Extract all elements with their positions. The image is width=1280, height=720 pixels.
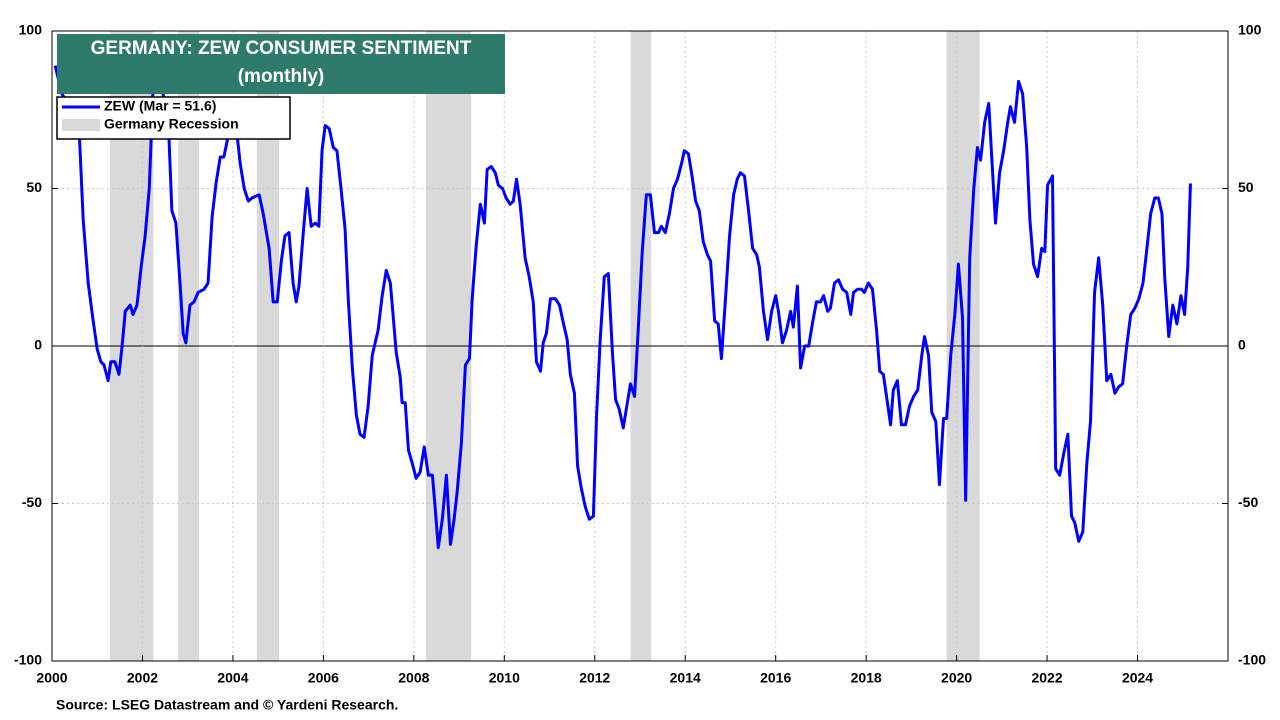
x-tick-label: 2022 — [1031, 670, 1062, 686]
legend-swatch — [62, 119, 100, 131]
x-tick-label: 2018 — [851, 670, 882, 686]
line-layer — [53, 54, 1192, 550]
x-tick-label: 2020 — [941, 670, 972, 686]
chart-title: GERMANY: ZEW CONSUMER SENTIMENT — [91, 38, 472, 59]
y-tick-label: 100 — [19, 22, 43, 38]
x-tick-label: 2008 — [398, 670, 429, 686]
legend-label: ZEW (Mar = 51.6) — [104, 98, 216, 114]
x-tick-label: 2012 — [579, 670, 610, 686]
x-tick-label: 2004 — [217, 670, 248, 686]
source-note: Source: LSEG Datastream and © Yardeni Re… — [56, 697, 398, 713]
y-tick-label: 50 — [26, 179, 42, 195]
legend-box — [56, 96, 291, 140]
y2-tick-label: 50 — [1238, 179, 1254, 195]
y2-tick-label: -50 — [1238, 494, 1258, 510]
legend-label: Germany Recession — [104, 116, 239, 132]
x-tick-label: 2016 — [760, 670, 791, 686]
x-tick-label: 2010 — [489, 670, 520, 686]
axis-layer: -100 -50 0 50 100 -100 -50 0 50 100 2000 2002 2004 20… — [14, 22, 1266, 686]
y-tick-label: -50 — [22, 494, 42, 510]
x-tick-label: 2006 — [308, 670, 339, 686]
x-tick-label: 2000 — [36, 670, 67, 686]
y2-tick-label: 0 — [1238, 337, 1246, 353]
chart-subtitle: (monthly) — [238, 66, 325, 87]
data-line — [53, 54, 1192, 550]
x-tick-label: 2002 — [127, 670, 158, 686]
x-tick-label: 2024 — [1122, 670, 1153, 686]
y-tick-label: -100 — [14, 652, 42, 668]
x-tick-label: 2014 — [670, 670, 701, 686]
title-box — [57, 34, 505, 94]
y-tick-label: 0 — [34, 337, 42, 353]
y2-tick-label: 100 — [1238, 22, 1262, 38]
y2-tick-label: -100 — [1238, 652, 1266, 668]
